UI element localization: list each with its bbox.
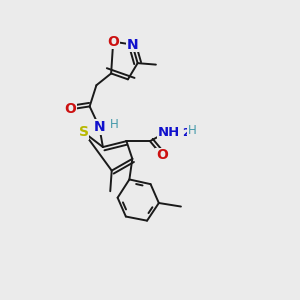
Text: O: O	[64, 102, 76, 116]
Text: 2: 2	[183, 128, 190, 138]
Text: H: H	[188, 124, 197, 137]
Text: S: S	[79, 125, 89, 139]
Text: O: O	[156, 148, 168, 162]
Text: H: H	[110, 118, 119, 131]
Text: O: O	[107, 34, 119, 49]
Text: NH: NH	[158, 126, 180, 139]
Text: N: N	[127, 38, 138, 52]
Text: N: N	[94, 120, 105, 134]
